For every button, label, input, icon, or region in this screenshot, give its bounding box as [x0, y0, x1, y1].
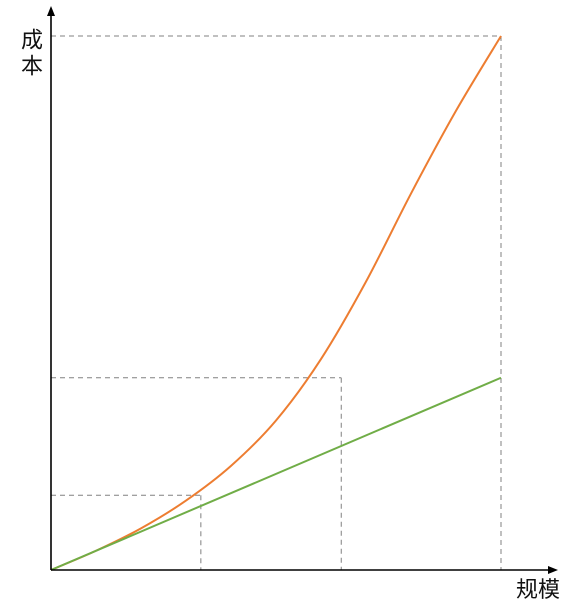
series-line-2: [50, 376, 502, 571]
y-axis-label: 成本: [17, 28, 42, 80]
x-axis-arrow: [548, 566, 558, 574]
y-axis-arrow: [47, 6, 55, 16]
series-line-1: [50, 35, 502, 571]
x-axis-label: 规模: [516, 578, 561, 603]
